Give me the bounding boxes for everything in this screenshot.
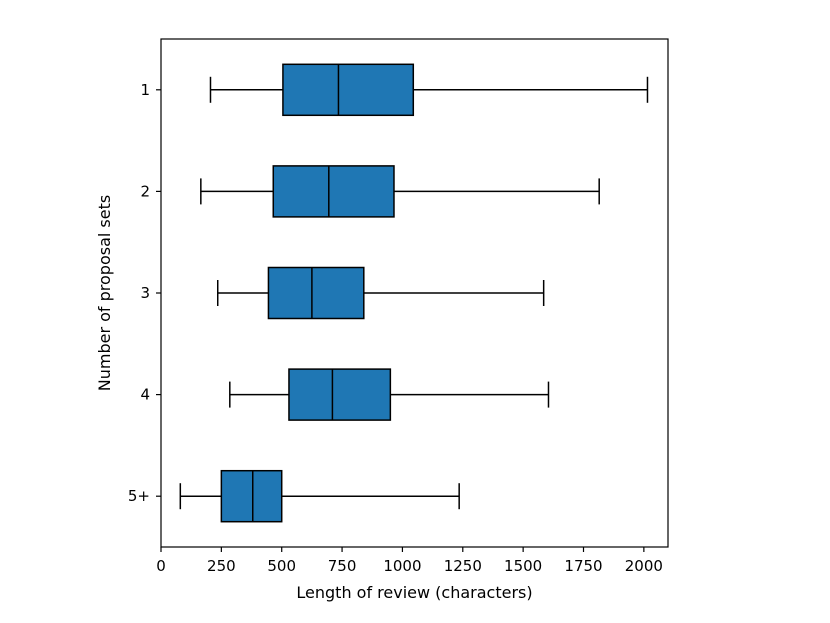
- iqr-box: [282, 63, 415, 117]
- x-tick-label: 1750: [564, 557, 602, 575]
- iqr-box: [272, 165, 395, 218]
- box-group-1: [200, 165, 600, 218]
- box-group-0: [209, 63, 649, 117]
- y-tick-label: 5+: [128, 487, 150, 505]
- plot-marks: [179, 63, 649, 523]
- x-tick-label: 500: [267, 557, 296, 575]
- iqr-box: [267, 266, 365, 320]
- x-tick-label: 1000: [383, 557, 421, 575]
- x-tick-label: 1250: [444, 557, 482, 575]
- x-tick-label: 0: [156, 557, 166, 575]
- iqr-box: [220, 469, 283, 523]
- box-group-3: [229, 368, 550, 421]
- y-tick-label: 2: [140, 182, 150, 200]
- y-axis: 1 2 3 4 5+: [128, 81, 161, 505]
- x-axis-label: Length of review (characters): [296, 583, 532, 602]
- y-tick-label: 4: [140, 386, 150, 404]
- box-group-2: [216, 266, 545, 320]
- x-axis: 0 250 500 750 1000 1250 1500 1750 2000: [156, 547, 663, 575]
- iqr-box: [288, 368, 392, 421]
- x-tick-label: 750: [328, 557, 357, 575]
- x-tick-label: 1500: [504, 557, 542, 575]
- x-tick-label: 2000: [625, 557, 663, 575]
- y-tick-label: 3: [140, 284, 150, 302]
- x-tick-label: 250: [207, 557, 236, 575]
- y-tick-label: 1: [140, 81, 150, 99]
- y-axis-label: Number of proposal sets: [95, 195, 114, 391]
- box-group-4: [179, 469, 460, 523]
